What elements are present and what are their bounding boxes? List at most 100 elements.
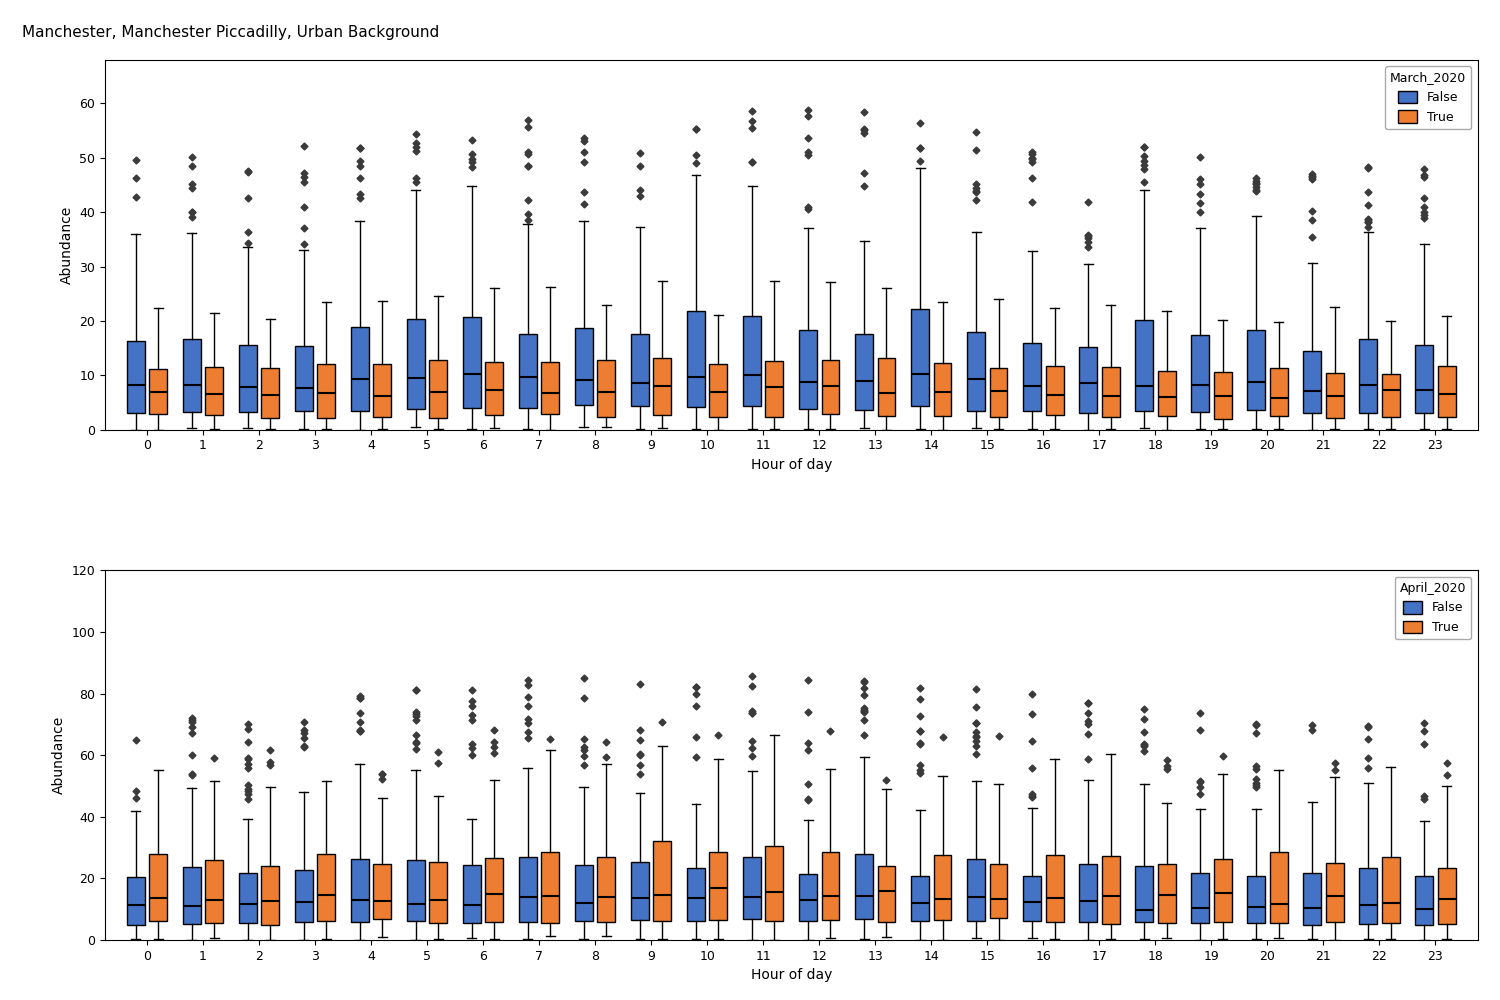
PathPatch shape [183,867,201,924]
PathPatch shape [128,877,146,925]
PathPatch shape [933,855,951,920]
Y-axis label: Abundance: Abundance [53,716,66,794]
PathPatch shape [1214,372,1231,419]
PathPatch shape [318,854,334,921]
PathPatch shape [878,866,896,922]
PathPatch shape [1416,345,1432,413]
PathPatch shape [519,857,537,922]
PathPatch shape [406,860,424,921]
PathPatch shape [351,327,369,411]
PathPatch shape [1191,335,1209,412]
PathPatch shape [429,360,447,418]
PathPatch shape [542,852,560,923]
Y-axis label: Abundance: Abundance [60,206,74,284]
PathPatch shape [574,865,592,921]
PathPatch shape [296,870,314,922]
Text: Manchester, Manchester Piccadilly, Urban Background: Manchester, Manchester Piccadilly, Urban… [22,25,439,40]
PathPatch shape [206,860,224,923]
PathPatch shape [1326,863,1344,922]
PathPatch shape [261,866,279,925]
PathPatch shape [1269,852,1287,923]
PathPatch shape [406,319,424,409]
PathPatch shape [1416,876,1432,925]
PathPatch shape [1046,855,1064,922]
X-axis label: Hour of day: Hour of day [750,968,833,982]
PathPatch shape [1158,371,1176,416]
Legend: False, True: False, True [1395,577,1472,639]
PathPatch shape [1078,864,1096,922]
PathPatch shape [765,361,783,417]
PathPatch shape [464,317,482,408]
PathPatch shape [742,857,760,919]
PathPatch shape [855,334,873,410]
PathPatch shape [1101,856,1119,924]
PathPatch shape [1191,873,1209,923]
PathPatch shape [654,358,672,415]
PathPatch shape [1023,343,1041,411]
PathPatch shape [1158,864,1176,923]
PathPatch shape [1359,868,1377,924]
PathPatch shape [632,334,650,406]
PathPatch shape [968,332,986,411]
PathPatch shape [1382,374,1400,417]
PathPatch shape [1359,339,1377,413]
PathPatch shape [351,859,369,922]
PathPatch shape [632,862,650,920]
Legend: False, True: False, True [1384,66,1472,129]
PathPatch shape [822,360,840,414]
PathPatch shape [822,852,840,920]
PathPatch shape [800,874,818,921]
PathPatch shape [933,363,951,416]
PathPatch shape [800,330,818,409]
PathPatch shape [1269,368,1287,416]
PathPatch shape [1248,330,1264,410]
PathPatch shape [1023,876,1041,921]
PathPatch shape [990,368,1008,417]
X-axis label: Hour of day: Hour of day [750,458,833,472]
PathPatch shape [238,345,256,412]
PathPatch shape [150,369,166,414]
PathPatch shape [742,316,760,406]
PathPatch shape [374,864,392,919]
PathPatch shape [1078,347,1096,413]
PathPatch shape [1136,866,1154,922]
PathPatch shape [1101,367,1119,417]
PathPatch shape [1437,366,1455,417]
PathPatch shape [150,854,166,921]
PathPatch shape [429,862,447,923]
PathPatch shape [710,364,728,417]
PathPatch shape [687,311,705,407]
PathPatch shape [1382,857,1400,923]
PathPatch shape [1214,859,1231,922]
PathPatch shape [855,854,873,919]
PathPatch shape [486,858,504,922]
PathPatch shape [990,864,1008,918]
PathPatch shape [374,364,392,417]
PathPatch shape [318,364,334,418]
PathPatch shape [910,876,928,921]
PathPatch shape [597,857,615,922]
PathPatch shape [654,841,672,921]
PathPatch shape [238,873,256,923]
PathPatch shape [128,341,146,413]
PathPatch shape [597,360,615,417]
PathPatch shape [765,846,783,921]
PathPatch shape [542,362,560,414]
PathPatch shape [1304,351,1322,413]
PathPatch shape [1437,868,1455,924]
PathPatch shape [1304,873,1322,925]
PathPatch shape [519,334,537,408]
PathPatch shape [1046,366,1064,415]
PathPatch shape [687,868,705,921]
PathPatch shape [968,859,986,921]
PathPatch shape [206,367,224,415]
PathPatch shape [574,328,592,405]
PathPatch shape [296,346,314,411]
PathPatch shape [1248,876,1264,923]
PathPatch shape [486,362,504,415]
PathPatch shape [878,358,896,416]
PathPatch shape [1326,373,1344,418]
PathPatch shape [710,852,728,920]
PathPatch shape [464,865,482,923]
PathPatch shape [261,368,279,418]
